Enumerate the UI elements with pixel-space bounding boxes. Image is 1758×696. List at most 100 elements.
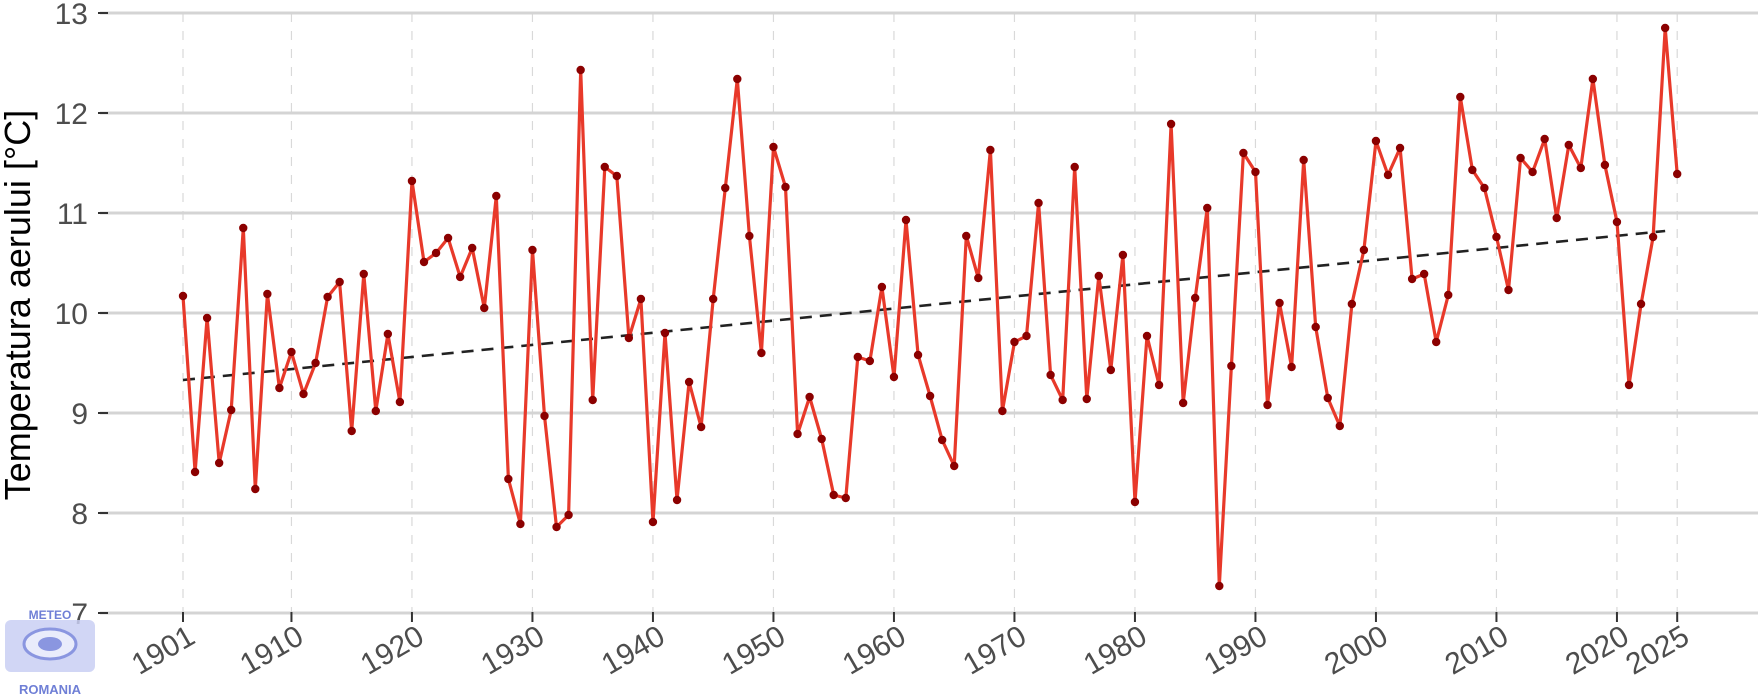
data-point: [805, 392, 814, 402]
data-point: [443, 233, 453, 243]
data-point: [877, 282, 887, 292]
data-point: [1106, 365, 1116, 375]
data-point: [1142, 331, 1152, 341]
data-point: [1251, 167, 1260, 177]
data-point: [925, 391, 935, 401]
meteo-romania-logo: METEO ROMANIA: [5, 608, 95, 696]
data-point: [600, 162, 609, 172]
data-point: [1648, 232, 1658, 242]
data-point: [323, 292, 332, 302]
x-tick-label: 2025: [1620, 619, 1694, 681]
data-point: [721, 183, 730, 193]
data-point: [1673, 169, 1682, 179]
x-tick-label: 1980: [1078, 619, 1152, 681]
logo-top-text: METEO: [29, 608, 72, 622]
data-point: [564, 510, 573, 520]
data-point: [287, 347, 296, 357]
data-point: [588, 395, 597, 405]
data-point: [1130, 497, 1140, 507]
x-tick-label: 1970: [958, 619, 1032, 681]
data-point: [793, 429, 802, 439]
data-point: [1299, 155, 1308, 165]
data-point: [1516, 153, 1525, 163]
x-tick-label: 1950: [717, 619, 791, 681]
x-tick-label: 1910: [235, 619, 309, 681]
data-point: [1528, 167, 1537, 177]
data-point: [1311, 322, 1320, 332]
trend-line-group: [182, 229, 1666, 382]
data-point: [1178, 398, 1188, 408]
data-point: [576, 65, 585, 75]
data-point: [829, 490, 838, 500]
data-point: [1203, 203, 1212, 213]
data-point: [335, 277, 344, 287]
data-point: [913, 350, 923, 360]
data-point: [1034, 198, 1043, 208]
data-point: [1191, 293, 1200, 303]
trend-line: [182, 229, 1666, 382]
y-tick-label: 13: [55, 0, 88, 31]
data-point: [516, 519, 525, 529]
data-point: [781, 182, 790, 192]
x-tick-label: 1920: [355, 619, 429, 681]
data-point: [745, 231, 754, 241]
logo-bottom-text: ROMANIA: [19, 682, 82, 696]
data-point: [769, 142, 778, 152]
data-point: [1287, 362, 1296, 372]
data-point: [1444, 290, 1453, 300]
data-point: [757, 348, 766, 358]
data-point: [696, 422, 706, 432]
data-point: [1660, 23, 1670, 33]
data-point: [1239, 148, 1248, 158]
data-point: [311, 358, 320, 368]
data-point: [648, 517, 658, 527]
data-point: [1624, 380, 1634, 390]
data-point: [1275, 298, 1284, 308]
data-point: [684, 377, 694, 387]
data-point: [1094, 271, 1104, 281]
data-point: [1058, 395, 1067, 405]
data-point: [612, 171, 621, 181]
data-point: [1383, 170, 1393, 180]
data-point: [178, 291, 188, 301]
data-point: [998, 406, 1007, 416]
data-point: [1395, 143, 1405, 153]
data-point: [672, 495, 682, 505]
data-point: [1347, 299, 1357, 309]
data-point: [1335, 421, 1345, 431]
data-point: [1432, 337, 1441, 347]
data-point: [865, 356, 875, 366]
x-tick-label: 2010: [1440, 619, 1514, 681]
data-point: [239, 223, 248, 233]
data-point: [1468, 165, 1477, 175]
x-tick-label: 2000: [1319, 619, 1393, 681]
data-point: [1046, 370, 1055, 380]
data-point: [962, 231, 971, 241]
data-point: [817, 434, 826, 444]
data-point: [889, 372, 899, 382]
x-tick-label: 1990: [1199, 619, 1273, 681]
y-axis-label: Temperatura aerului [°C]: [0, 110, 38, 501]
x-tick-label: 1901: [126, 619, 200, 681]
data-point: [1407, 274, 1417, 284]
data-point: [202, 313, 212, 323]
data-point: [1419, 269, 1429, 279]
data-point: [299, 389, 308, 399]
data-point: [455, 272, 465, 282]
data-point: [407, 176, 417, 186]
data-point: [492, 191, 501, 201]
data-point: [431, 248, 441, 258]
data-point: [1359, 245, 1369, 255]
data-point: [359, 269, 368, 279]
data-point: [395, 397, 405, 407]
data-point: [275, 383, 284, 393]
data-point: [540, 411, 549, 421]
data-point: [190, 467, 200, 477]
data-point: [1263, 400, 1272, 410]
data-point: [1118, 250, 1128, 260]
data-point: [1552, 213, 1561, 223]
y-tick-label: 11: [57, 198, 88, 231]
data-point: [901, 215, 911, 225]
data-point: [1540, 134, 1549, 144]
